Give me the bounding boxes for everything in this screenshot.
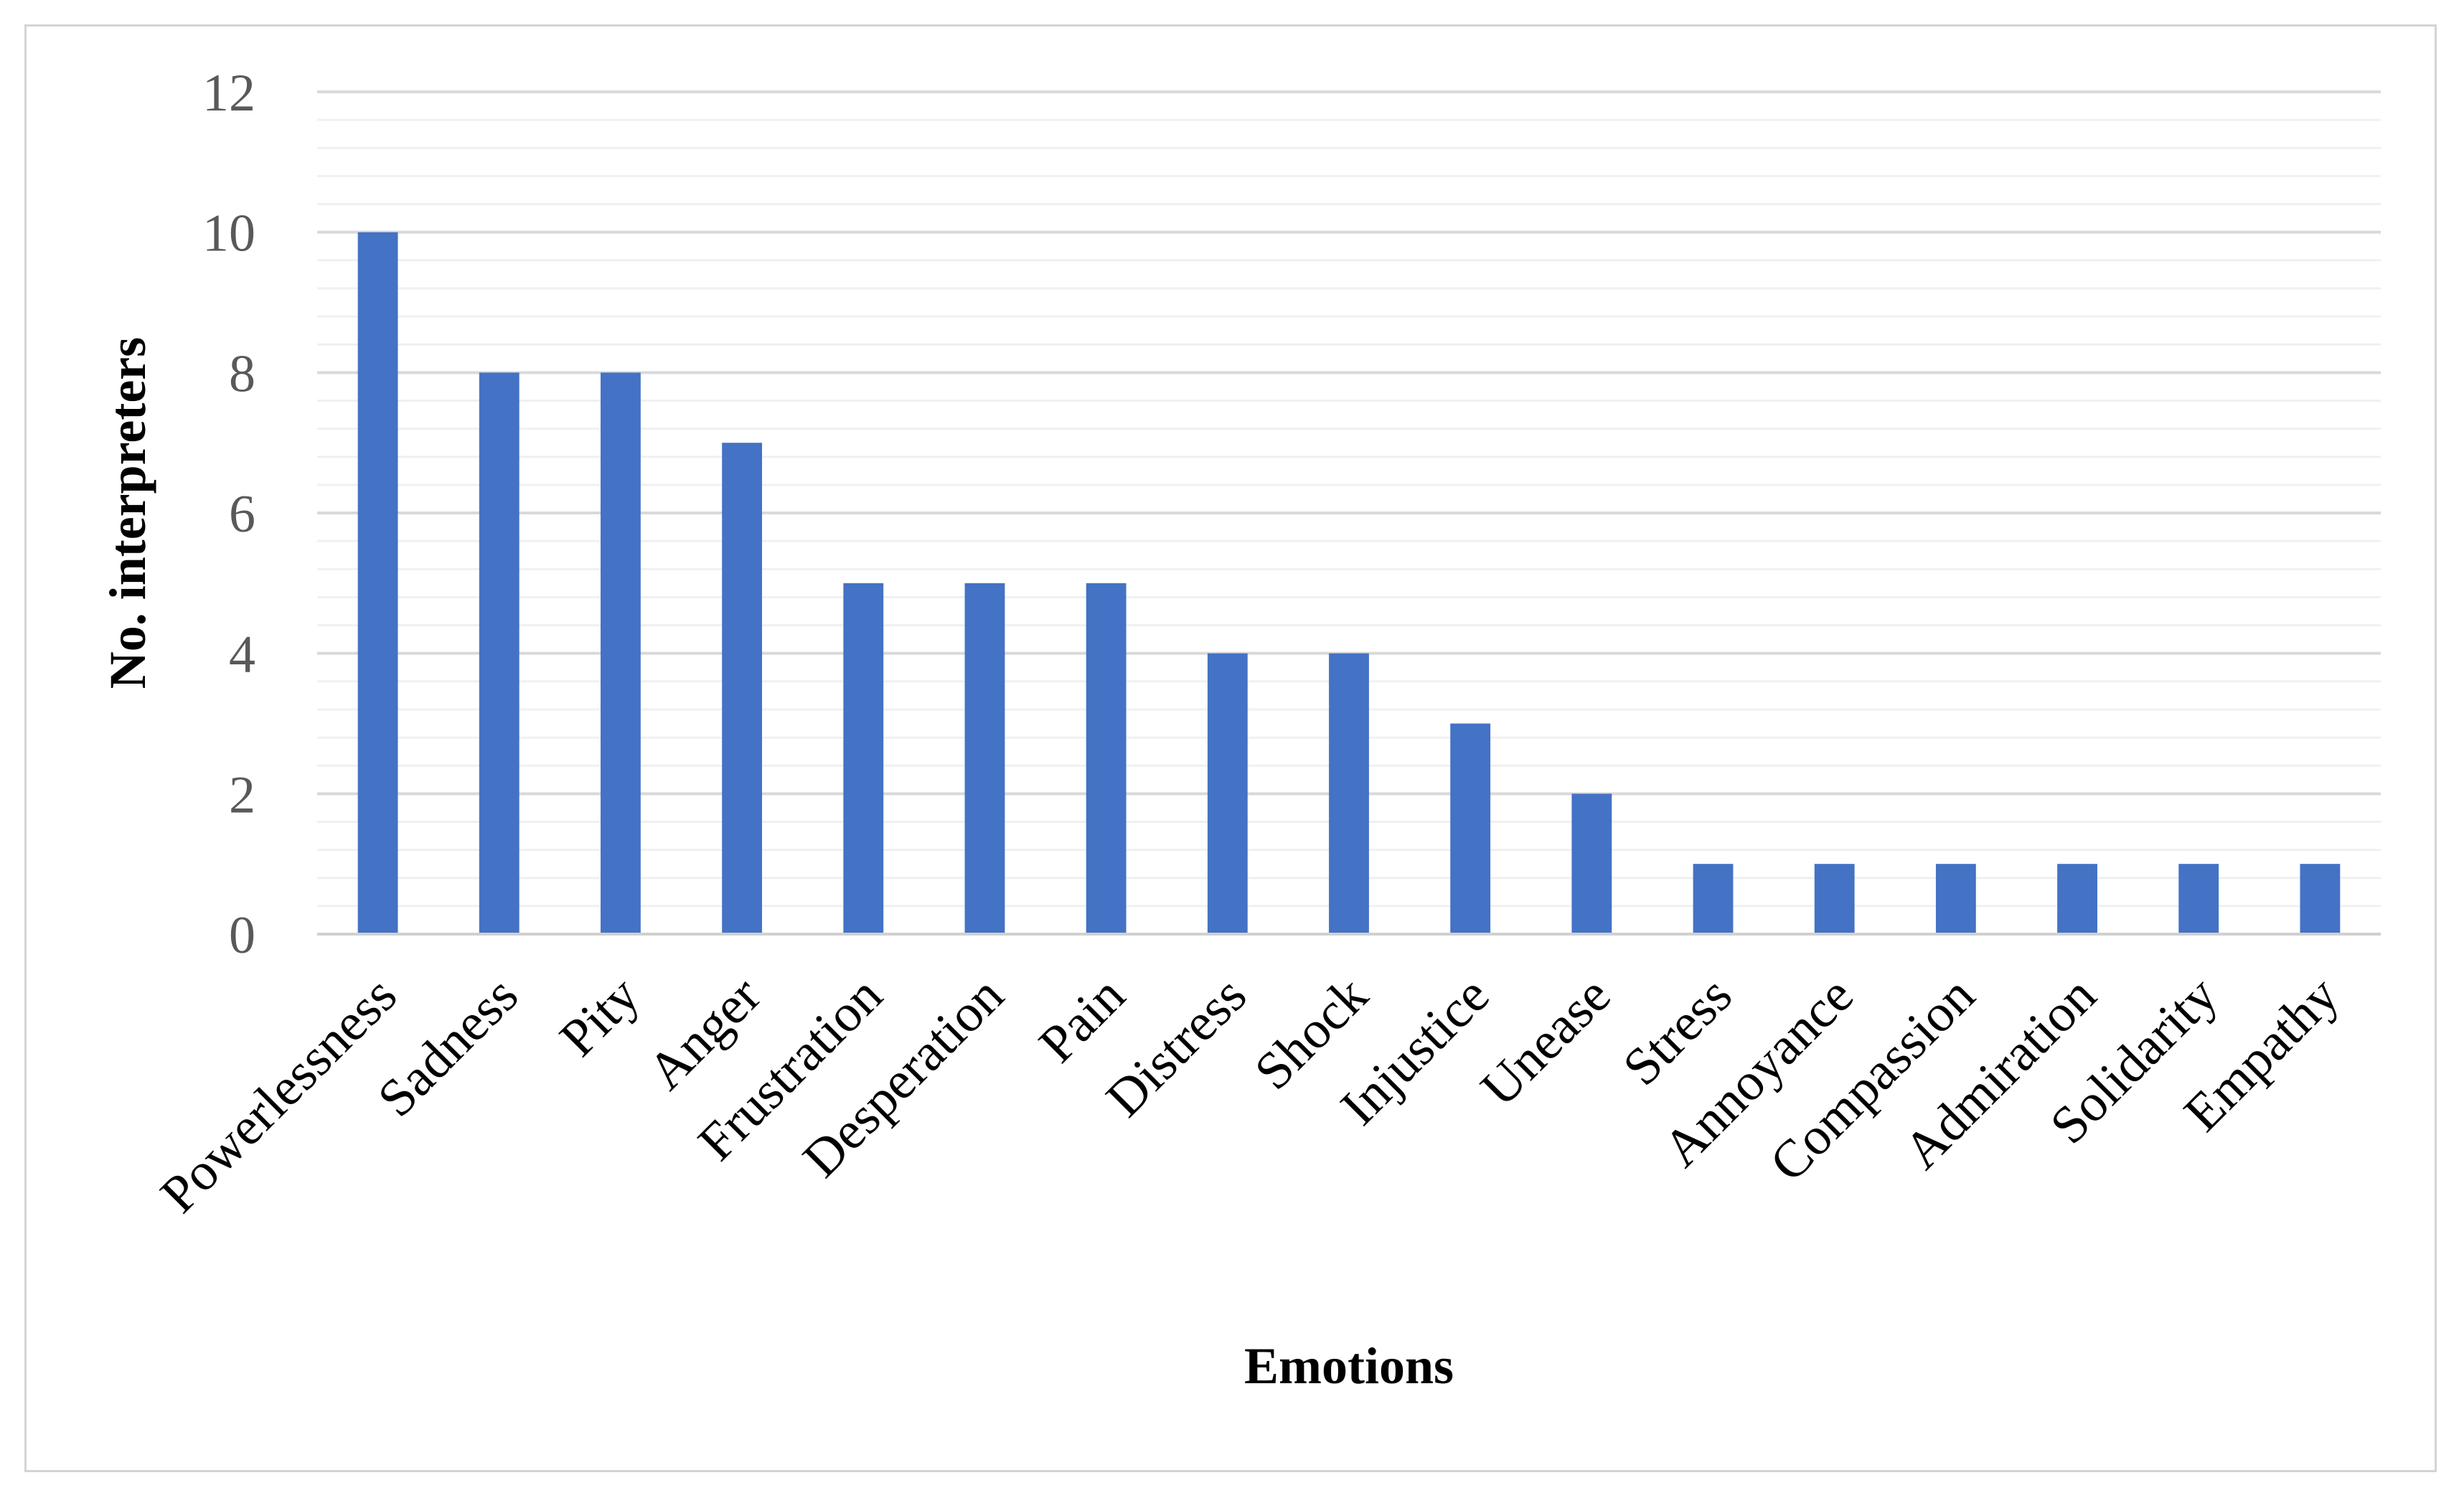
y-tick-label: 2 (229, 766, 255, 824)
x-tick-label-distress: Distress (1095, 966, 1258, 1129)
y-tick-label: 4 (229, 626, 255, 684)
bar-frustration (843, 583, 884, 934)
y-tick-label: 0 (229, 906, 255, 965)
bar-powerlessness (357, 232, 398, 935)
bar-compassion (1935, 864, 1976, 934)
x-tick-label-unease: Unease (1470, 966, 1622, 1118)
bar-anger (722, 443, 763, 934)
bar-annoyance (1814, 864, 1855, 934)
x-tick-label-powerlessness: Powerlessness (149, 966, 408, 1224)
bar-empathy (2300, 864, 2341, 934)
bar-unease (1571, 793, 1612, 934)
bar-pain (1086, 583, 1127, 934)
x-tick-label-sadness: Sadness (367, 966, 530, 1129)
bar-stress (1693, 864, 1734, 934)
y-tick-label: 6 (229, 485, 255, 544)
bar-admiration (2057, 864, 2097, 934)
bar-distress (1207, 653, 1248, 934)
y-tick-labels: 0 2 4 6 8 10 12 (202, 64, 255, 965)
x-axis-title: Emotions (1244, 1337, 1454, 1395)
x-tick-label-pain: Pain (1028, 966, 1137, 1074)
bar-shock (1329, 653, 1369, 934)
bar-solidarity (2178, 864, 2219, 934)
bar-sadness (479, 372, 519, 934)
y-tick-label: 12 (202, 64, 255, 123)
y-tick-label: 10 (202, 204, 255, 263)
y-axis-title: No. interpreters (99, 337, 156, 689)
bars-group (357, 232, 2341, 935)
bar-pity (601, 372, 641, 934)
y-tick-label: 8 (229, 344, 255, 403)
bar-desperation (964, 583, 1005, 934)
bar-injustice (1450, 723, 1491, 934)
minor-gridlines (317, 118, 2381, 908)
x-tick-label-pity: Pity (549, 966, 651, 1068)
